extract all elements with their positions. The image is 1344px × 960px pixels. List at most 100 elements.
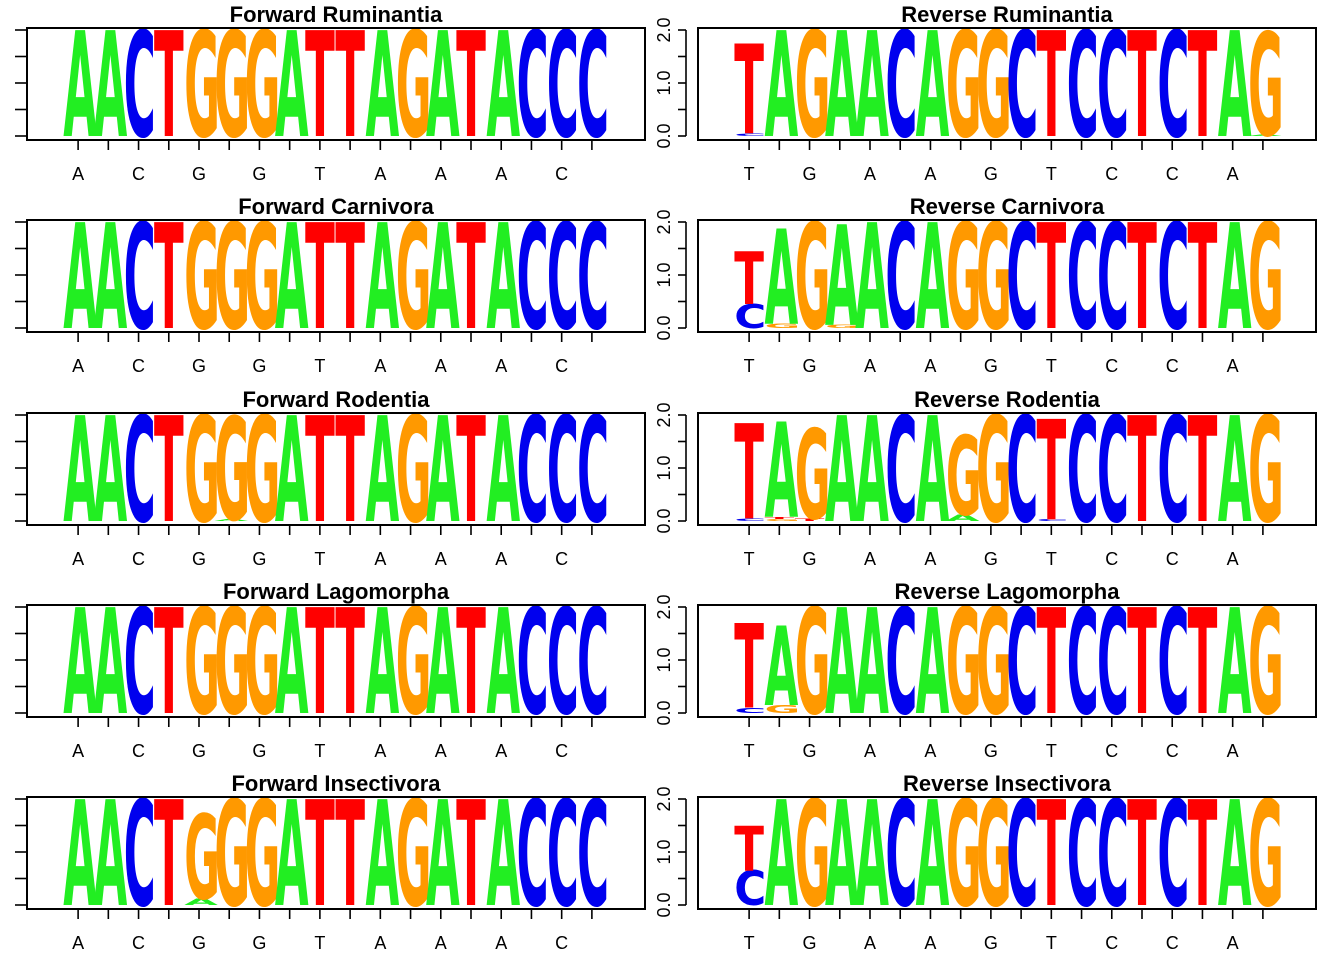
logo-letter: G [184, 580, 220, 748]
x-tick-label: T [744, 549, 755, 569]
panel-frame [26, 219, 646, 333]
x-tick-label: G [252, 741, 266, 761]
x-tick-label: T [314, 549, 325, 569]
x-tick-label: T [744, 164, 755, 184]
x-tick-label: C [1105, 164, 1118, 184]
panel-frame [697, 27, 1317, 141]
x-tick-label: G [192, 549, 206, 569]
logo-letter: C [1157, 195, 1189, 363]
panel-title: Forward Rodentia [242, 387, 430, 412]
logo-letter: G [245, 772, 281, 940]
logo-letter: C [1006, 3, 1038, 171]
logo-letter: A [1218, 3, 1252, 171]
logo-letter: C [1067, 195, 1099, 363]
logo-letter: G [795, 195, 831, 363]
x-tick-label: G [803, 164, 817, 184]
logo-letter: C [517, 3, 549, 171]
logo-letter: A [825, 580, 859, 748]
x-tick-label: G [192, 933, 206, 953]
logo-letter: G [976, 195, 1012, 363]
logo-letter: G [245, 388, 281, 556]
logo-letter: C [547, 195, 579, 363]
x-tick-label: T [744, 356, 755, 376]
logo-letter: C [124, 3, 156, 171]
logo-letter: A [184, 897, 219, 907]
x-tick-label: A [864, 549, 876, 569]
y-tick-label: 1.0 [654, 262, 674, 287]
logo-letter: C [885, 195, 917, 363]
logo-letter: G [795, 772, 831, 940]
x-tick-label: A [374, 741, 386, 761]
x-tick-label: T [314, 933, 325, 953]
logo-letter: C [885, 580, 917, 748]
logo-letter: G [1248, 580, 1284, 748]
logo-letter: A [366, 388, 400, 556]
logo-letter: C [547, 772, 579, 940]
logo-letter: C [1097, 195, 1129, 363]
logo-letter: A [94, 388, 128, 556]
logo-letter: A [63, 195, 97, 363]
logo-letter: A [855, 772, 889, 940]
logo-letter: C [124, 580, 156, 748]
x-tick-label: A [924, 741, 936, 761]
y-tick-label: 0.0 [654, 508, 674, 533]
x-tick-label: C [1166, 933, 1179, 953]
logo-letter: G [795, 3, 831, 171]
logo-letter: A [916, 772, 950, 940]
logo-letter: C [885, 3, 917, 171]
x-tick-label: G [984, 356, 998, 376]
x-tick-label: C [1105, 356, 1118, 376]
logo-letter: A [63, 3, 97, 171]
x-tick-label: G [803, 933, 817, 953]
x-tick-label: G [192, 741, 206, 761]
logo-letter: C [1067, 772, 1099, 940]
x-tick-label: T [314, 741, 325, 761]
logo-letter: A [94, 580, 128, 748]
x-tick-label: A [1227, 933, 1239, 953]
logo-letter: C [885, 388, 917, 556]
logo-letter: T [765, 516, 795, 519]
panel-frame [697, 412, 1317, 526]
panel-frame [697, 219, 1317, 333]
panel-title: Forward Lagomorpha [223, 579, 450, 604]
x-tick-label: G [252, 356, 266, 376]
x-tick-label: C [132, 933, 145, 953]
x-tick-label: C [1105, 549, 1118, 569]
logo-letter: A [765, 772, 799, 940]
x-tick-label: A [495, 164, 507, 184]
logo-letter: A [366, 772, 400, 940]
x-tick-label: T [314, 164, 325, 184]
logo-letter: C [1006, 580, 1038, 748]
logo-letter: A [1218, 580, 1252, 748]
logo-letter: A [426, 772, 460, 940]
logo-letter: G [245, 195, 281, 363]
y-tick-label: 0.0 [654, 123, 674, 148]
x-tick-label: A [374, 933, 386, 953]
logo-letter: A [63, 580, 97, 748]
x-tick-label: A [435, 549, 447, 569]
logo-letter: C [124, 772, 156, 940]
logo-letter: A [63, 388, 97, 556]
x-tick-label: A [864, 741, 876, 761]
y-tick-label: 2.0 [654, 402, 674, 427]
panel-frame [697, 796, 1317, 910]
x-tick-label: A [374, 549, 386, 569]
panel-title: Forward Insectivora [231, 771, 441, 796]
logo-letter: A [214, 519, 248, 522]
x-tick-label: C [132, 549, 145, 569]
x-tick-label: A [864, 164, 876, 184]
logo-letter: A [275, 772, 309, 940]
x-tick-label: G [984, 741, 998, 761]
logo-letter: A [916, 580, 950, 748]
logo-letter: G [946, 772, 982, 940]
x-tick-label: T [1046, 549, 1057, 569]
panel-title: Reverse Insectivora [903, 771, 1112, 796]
x-tick-label: A [72, 741, 84, 761]
x-tick-label: G [984, 933, 998, 953]
logo-letter: G [765, 518, 801, 521]
logo-letter: C [577, 772, 609, 940]
logo-letter: A [825, 388, 859, 556]
